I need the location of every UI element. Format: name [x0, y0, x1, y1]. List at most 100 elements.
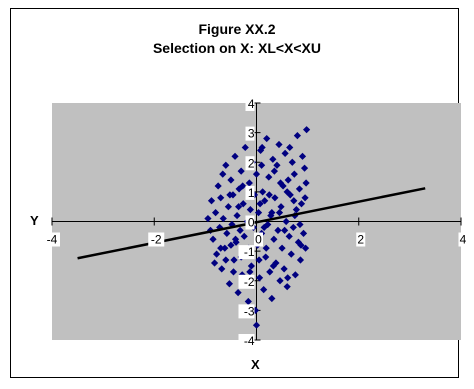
data-point	[297, 200, 306, 208]
data-point	[292, 206, 300, 214]
data-point	[283, 188, 291, 196]
data-point	[254, 209, 263, 217]
data-point	[222, 256, 230, 264]
data-point	[227, 176, 235, 184]
data-point	[278, 244, 286, 252]
y-tick-label: 1	[248, 186, 255, 200]
data-point	[244, 297, 252, 306]
data-point	[233, 211, 241, 220]
data-point	[239, 200, 247, 208]
data-point	[301, 194, 309, 202]
data-point	[222, 161, 230, 169]
data-point	[293, 131, 301, 140]
data-point	[224, 203, 232, 211]
data-point	[265, 191, 273, 199]
data-point	[262, 244, 270, 252]
y-tick-label-bg	[245, 97, 255, 111]
data-point	[279, 182, 287, 190]
data-point	[223, 229, 231, 237]
data-point	[246, 206, 254, 214]
data-point	[273, 161, 281, 169]
data-point	[219, 170, 227, 178]
data-point	[290, 197, 298, 205]
data-point	[263, 134, 271, 143]
y-tick-label: -4	[244, 334, 255, 348]
data-point	[204, 214, 212, 223]
data-point	[291, 271, 299, 279]
data-point	[221, 244, 229, 252]
y-tick-label-bg	[238, 304, 255, 319]
data-point	[262, 253, 270, 261]
data-point	[269, 155, 277, 163]
data-point	[286, 143, 294, 152]
data-point	[268, 209, 276, 217]
data-point	[275, 140, 283, 149]
data-point	[256, 200, 264, 208]
data-point	[282, 217, 290, 226]
tick-labels: -4 -2 0 2 4 -4 -3 -2 -1 1 2 3 4 0	[44, 97, 468, 348]
y-tick-label-bg	[238, 334, 255, 348]
data-point	[212, 209, 220, 217]
x-tick-label-bg	[148, 232, 165, 247]
data-point	[245, 179, 253, 187]
data-point	[303, 126, 311, 134]
data-point	[255, 256, 263, 264]
data-point	[280, 265, 288, 273]
data-point	[217, 244, 225, 252]
chart-subtitle: Selection on X: XL<X<XU	[152, 40, 322, 56]
data-point	[217, 194, 225, 202]
data-point	[229, 268, 238, 276]
y-tick-label: 3	[248, 127, 255, 141]
x-tick-label: 2	[357, 233, 364, 247]
data-point	[255, 274, 264, 282]
data-point	[247, 262, 255, 270]
y-tick-label-bg	[245, 215, 255, 230]
data-point	[276, 179, 285, 187]
data-point	[261, 197, 269, 205]
data-point	[298, 152, 307, 160]
data-point	[225, 280, 234, 288]
y-tick-label: 4	[248, 97, 255, 111]
data-point	[219, 214, 227, 223]
data-point	[281, 226, 289, 234]
y-tick-label-bg	[238, 245, 255, 260]
data-point	[302, 179, 310, 187]
data-point	[297, 241, 305, 249]
data-point	[235, 203, 243, 211]
x-tick-label-bg	[458, 232, 468, 247]
x-tick-label-bg	[254, 232, 263, 247]
data-point	[289, 223, 297, 232]
data-point	[258, 143, 266, 152]
data-point	[283, 283, 291, 291]
data-point	[240, 232, 248, 240]
data-point	[256, 146, 265, 154]
data-point	[277, 203, 285, 211]
data-point	[300, 164, 309, 172]
data-point	[294, 238, 303, 246]
data-point	[290, 170, 298, 178]
data-point	[236, 226, 244, 234]
y-tick-label-bg	[245, 185, 255, 200]
data-point	[260, 286, 268, 294]
x-tick-label: 4	[460, 233, 467, 247]
data-point	[296, 220, 304, 229]
data-point	[241, 143, 249, 152]
y-tick-label: -1	[244, 245, 255, 259]
x-tick-label: -2	[151, 233, 162, 247]
data-point	[213, 250, 221, 258]
y-tick-label: -3	[244, 304, 255, 318]
y-tick-label-bg	[245, 126, 255, 141]
x-tick-label-bg	[356, 232, 366, 247]
data-point	[230, 256, 238, 264]
data-point	[266, 268, 274, 276]
data-point	[276, 277, 284, 285]
data-point	[299, 229, 308, 237]
y-tick-label: 2	[248, 156, 255, 170]
data-point	[268, 294, 276, 303]
data-point	[231, 152, 239, 160]
x-tick-label: -4	[47, 233, 58, 247]
data-point	[246, 268, 254, 276]
data-point	[285, 232, 293, 240]
data-point	[301, 244, 310, 252]
